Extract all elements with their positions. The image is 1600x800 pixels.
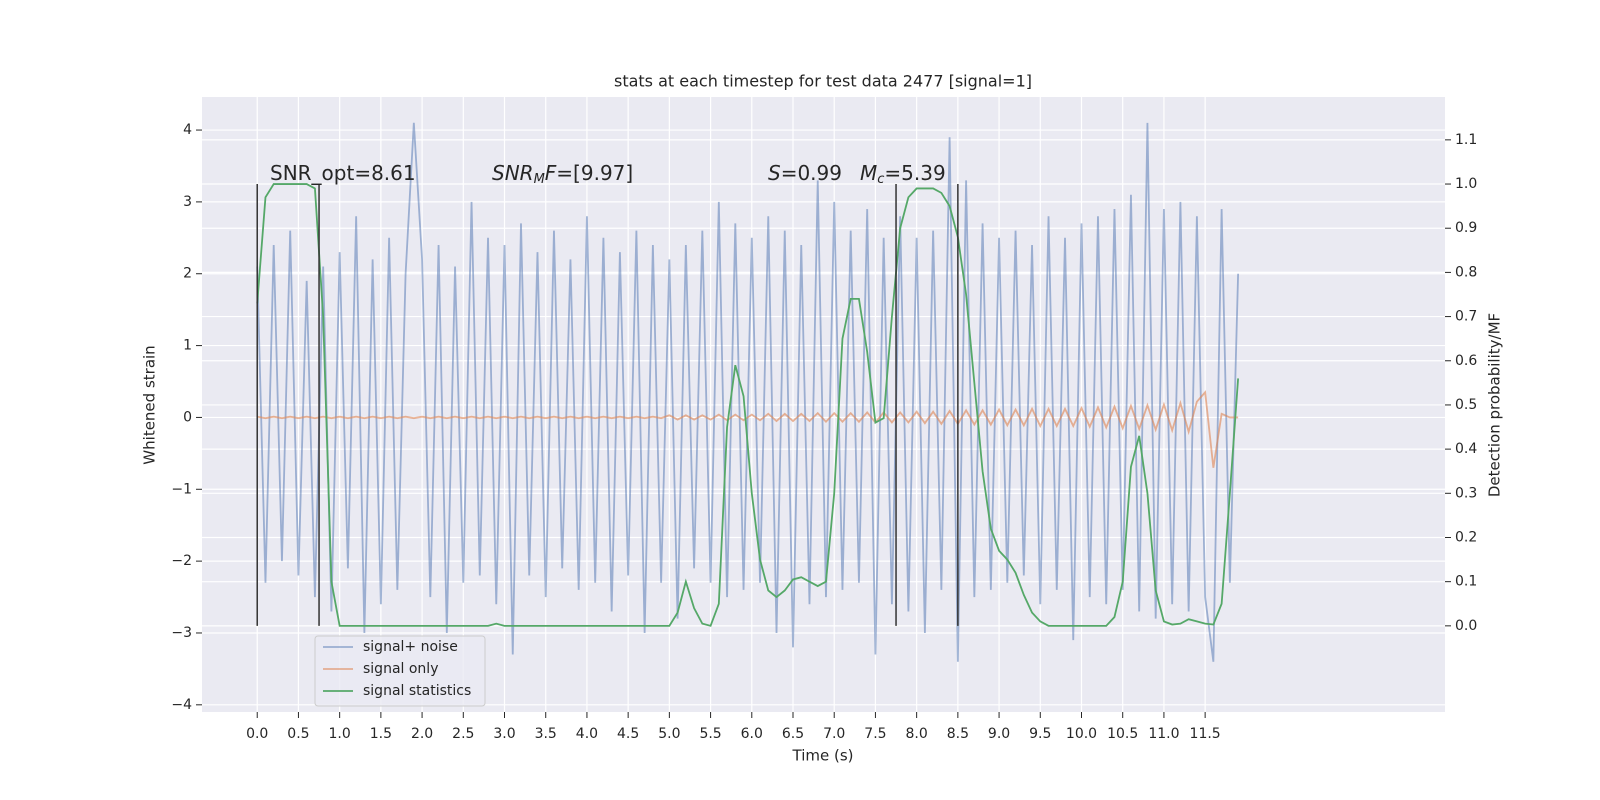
legend-label: signal only: [363, 661, 438, 677]
x-tick-label: 9.5: [1029, 726, 1051, 742]
x-tick-label: 2.5: [452, 726, 474, 742]
y-tick-label: −4: [171, 697, 192, 713]
y2-tick-label: 0.4: [1455, 441, 1477, 457]
x-tick-label: 3.5: [535, 726, 557, 742]
y-tick-label: −1: [171, 481, 192, 497]
y-tick-label: 2: [183, 266, 192, 282]
annotation-part: F: [545, 161, 557, 185]
y2-tick-label: 0.1: [1455, 574, 1477, 590]
x-axis-label: Time (s): [792, 747, 854, 765]
y-tick-label: −2: [171, 553, 192, 569]
x-tick-label: 9.0: [988, 726, 1010, 742]
series-line: [257, 390, 1239, 468]
legend-label: signal statistics: [363, 683, 471, 699]
series-line: [256, 183, 1240, 627]
x-tick-label: 11.5: [1190, 726, 1221, 742]
legend-box: [314, 635, 486, 707]
annotation-part: =5.39: [884, 161, 945, 185]
x-tick-label: 6.5: [782, 726, 804, 742]
annotation-part: SNR: [492, 161, 534, 185]
x-tick-label: 4.0: [576, 726, 598, 742]
legend-label: signal+ noise: [363, 639, 458, 655]
x-tick-label: 10.5: [1107, 726, 1138, 742]
x-tick-label: 7.5: [864, 726, 886, 742]
annotation-part: c: [877, 172, 884, 187]
x-tick-label: 7.0: [823, 726, 845, 742]
annotation-part: =0.99: [781, 161, 842, 185]
x-tick-label: 8.5: [947, 726, 969, 742]
x-tick-label: 8.0: [906, 726, 928, 742]
annotation-part: M: [534, 172, 545, 187]
chart-title: stats at each timestep for test data 247…: [614, 72, 1032, 91]
y-tick-label: −3: [171, 625, 192, 641]
x-tick-label: 5.5: [699, 726, 721, 742]
y2-tick-label: 0.5: [1455, 397, 1477, 413]
annotation: SNRMF=[9.97]: [492, 161, 633, 187]
y2-tick-label: 0.2: [1455, 529, 1477, 545]
y2-tick-label: 0.0: [1455, 618, 1477, 634]
y2-tick-label: 0.8: [1455, 264, 1477, 280]
x-tick-label: 5.0: [658, 726, 680, 742]
y-tick-label: 0: [183, 409, 192, 425]
y2-tick-label: 1.0: [1455, 176, 1477, 192]
annotation-part: =[9.97]: [556, 161, 633, 185]
annotation-part: M: [860, 161, 877, 185]
y2-tick-label: 1.1: [1455, 132, 1477, 148]
annotation: Mc=5.39: [860, 161, 946, 187]
annotation-part: SNR_opt=8.61: [270, 161, 416, 185]
y-tick-label: 3: [183, 194, 192, 210]
y2-tick-label: 0.6: [1455, 353, 1477, 369]
x-tick-label: 1.0: [329, 726, 351, 742]
y2-axis-label: Detection probability/MF: [1486, 313, 1504, 497]
y-tick-label: 4: [183, 122, 192, 138]
x-tick-label: 2.0: [411, 726, 433, 742]
y-axis-label: Whitened strain: [141, 345, 159, 464]
x-tick-label: 4.5: [617, 726, 639, 742]
y-tick-label: 1: [183, 338, 192, 354]
x-tick-label: 0.5: [287, 726, 309, 742]
x-tick-label: 1.5: [370, 726, 392, 742]
annotation-part: S: [768, 161, 781, 185]
x-tick-label: 3.0: [493, 726, 515, 742]
x-tick-label: 6.0: [741, 726, 763, 742]
y2-tick-label: 0.9: [1455, 220, 1477, 236]
y2-tick-label: 0.7: [1455, 309, 1477, 325]
x-tick-label: 0.0: [246, 726, 268, 742]
series-line: [256, 122, 1240, 662]
annotation: SNR_opt=8.61: [270, 161, 416, 185]
x-tick-label: 11.0: [1148, 726, 1179, 742]
annotation: S=0.99: [768, 161, 842, 185]
x-tick-label: 10.0: [1066, 726, 1097, 742]
y2-tick-label: 0.3: [1455, 485, 1477, 501]
